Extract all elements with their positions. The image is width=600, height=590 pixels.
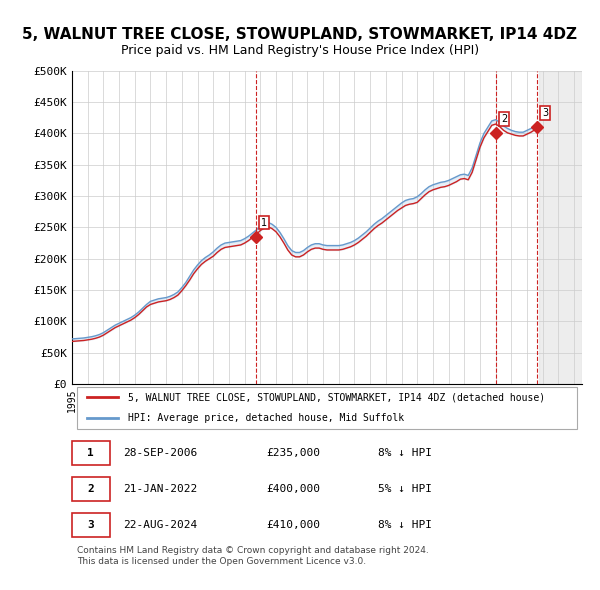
Text: 22-AUG-2024: 22-AUG-2024	[123, 520, 197, 530]
Text: 28-SEP-2006: 28-SEP-2006	[123, 448, 197, 458]
Text: 2: 2	[501, 114, 508, 124]
Text: 3: 3	[542, 108, 548, 118]
Text: 1: 1	[261, 218, 267, 228]
FancyBboxPatch shape	[77, 387, 577, 429]
Text: £235,000: £235,000	[266, 448, 320, 458]
FancyBboxPatch shape	[72, 513, 110, 537]
Text: 21-JAN-2022: 21-JAN-2022	[123, 484, 197, 494]
FancyBboxPatch shape	[72, 477, 110, 501]
Text: 2: 2	[88, 484, 94, 494]
FancyBboxPatch shape	[72, 441, 110, 465]
Text: 8% ↓ HPI: 8% ↓ HPI	[378, 448, 432, 458]
Text: 5, WALNUT TREE CLOSE, STOWUPLAND, STOWMARKET, IP14 4DZ (detached house): 5, WALNUT TREE CLOSE, STOWUPLAND, STOWMA…	[128, 392, 545, 402]
Text: 3: 3	[88, 520, 94, 530]
Text: 5, WALNUT TREE CLOSE, STOWUPLAND, STOWMARKET, IP14 4DZ: 5, WALNUT TREE CLOSE, STOWUPLAND, STOWMA…	[23, 27, 577, 41]
Text: HPI: Average price, detached house, Mid Suffolk: HPI: Average price, detached house, Mid …	[128, 413, 404, 423]
Text: 1: 1	[88, 448, 94, 458]
Text: 8% ↓ HPI: 8% ↓ HPI	[378, 520, 432, 530]
Text: £410,000: £410,000	[266, 520, 320, 530]
Text: Contains HM Land Registry data © Crown copyright and database right 2024.
This d: Contains HM Land Registry data © Crown c…	[77, 546, 429, 566]
Bar	[539, 71, 582, 384]
Text: Price paid vs. HM Land Registry's House Price Index (HPI): Price paid vs. HM Land Registry's House …	[121, 44, 479, 57]
Text: £400,000: £400,000	[266, 484, 320, 494]
Text: 5% ↓ HPI: 5% ↓ HPI	[378, 484, 432, 494]
